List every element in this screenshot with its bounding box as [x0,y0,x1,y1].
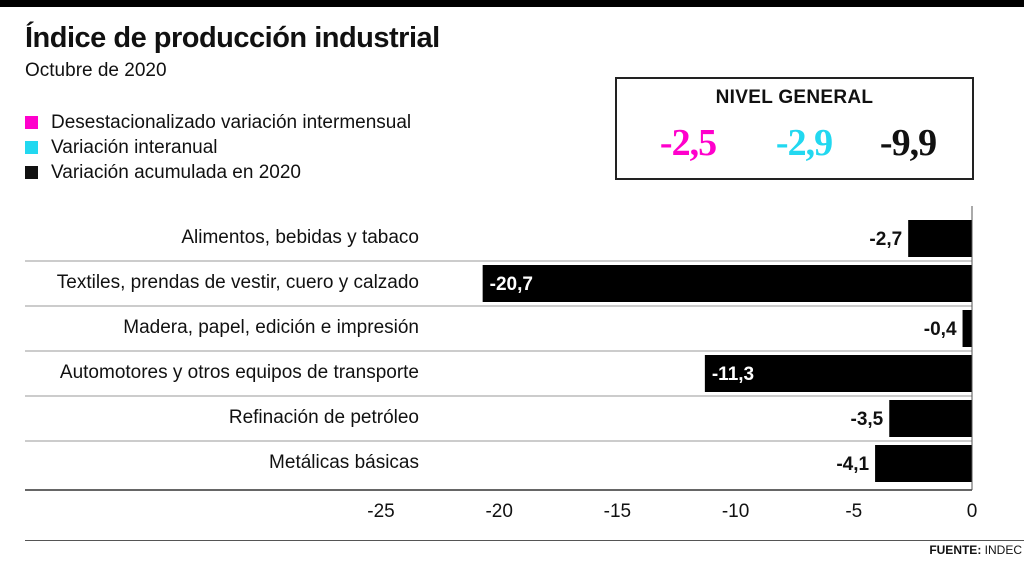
bar [482,265,972,302]
tick-label: -20 [485,501,512,522]
chart-title: Índice de producción industrial [25,22,440,54]
source-credit: FUENTE: INDEC [929,543,1022,557]
source-value: INDEC [984,543,1022,557]
tick-label: -5 [845,501,862,522]
legend-label-acumulada: Variación acumulada en 2020 [51,162,301,183]
value-label: -0,4 [924,319,957,340]
legend-swatch-acumulada [25,166,38,179]
category-label: Automotores y otros equipos de transport… [60,362,419,383]
chart-subtitle: Octubre de 2020 [25,60,167,81]
footer-rule [25,540,1024,541]
category-label: Refinación de petróleo [229,407,419,428]
category-label: Metálicas básicas [269,452,419,473]
legend-item-intermensual: Desestacionalizado variación intermensua… [25,110,411,135]
tick-label: -25 [367,501,394,522]
bar [875,445,972,482]
value-label: -3,5 [851,409,884,430]
nivel-value-interanual: -2,9 [775,122,833,164]
bar [962,310,972,347]
legend-item-acumulada: Variación acumulada en 2020 [25,160,411,185]
source-label: FUENTE: [929,543,982,557]
legend-label-interanual: Variación interanual [51,137,218,158]
legend-item-interanual: Variación interanual [25,135,411,160]
nivel-general-title: NIVEL GENERAL [715,87,874,108]
tick-label: -15 [604,501,631,522]
value-label: -4,1 [836,454,869,475]
value-label: -11,3 [712,364,754,385]
legend-swatch-interanual [25,141,38,154]
bar [704,355,972,392]
value-label: -20,7 [490,274,533,295]
tick-label: 0 [967,501,978,522]
nivel-value-intermensual: -2,5 [659,122,717,164]
tick-label: -10 [722,501,749,522]
legend: Desestacionalizado variación intermensua… [25,110,411,185]
bar [889,400,972,437]
category-label: Textiles, prendas de vestir, cuero y cal… [57,272,419,293]
bar [908,220,972,257]
legend-label-intermensual: Desestacionalizado variación intermensua… [51,112,412,133]
top-rule [0,0,1024,7]
category-label: Alimentos, bebidas y tabaco [181,227,419,248]
value-label: -2,7 [869,229,902,250]
legend-swatch-intermensual [25,116,38,129]
nivel-general-box: NIVEL GENERAL -2,5 -2,9 -9,9 [615,77,974,180]
category-label: Madera, papel, edición e impresión [123,317,419,338]
nivel-value-acumulada: -9,9 [879,122,937,164]
